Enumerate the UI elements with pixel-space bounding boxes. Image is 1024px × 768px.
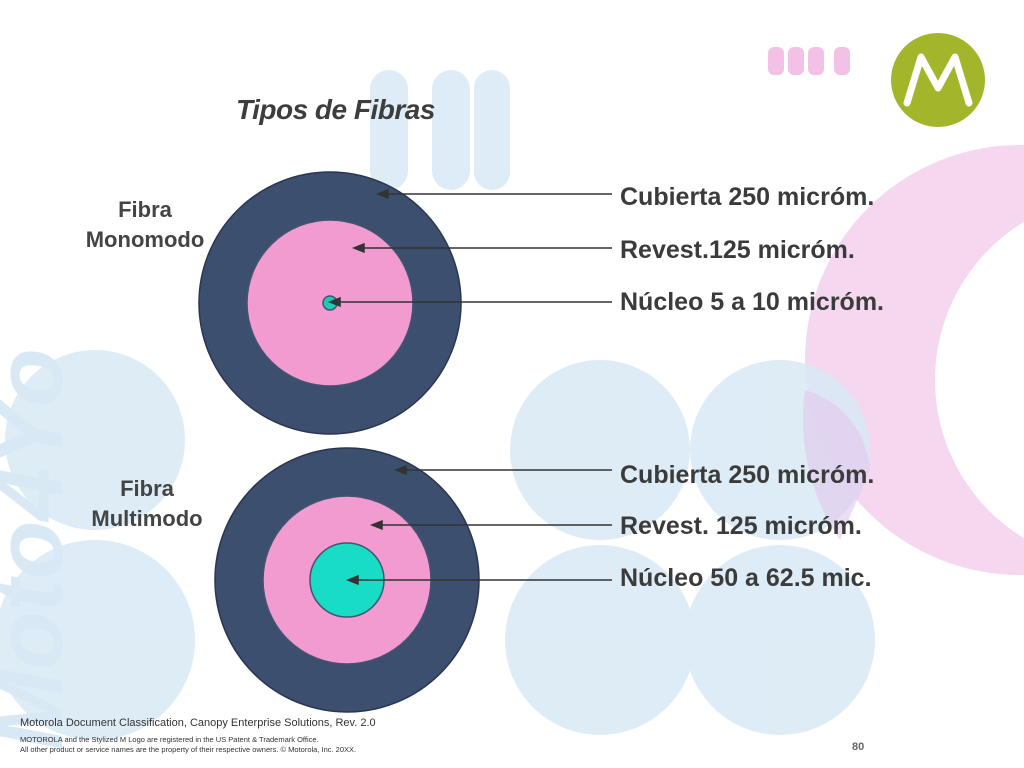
fiber-label-line1: Fibra xyxy=(118,197,172,222)
callout-monomodo-core: Núcleo 5 a 10 micróm. xyxy=(620,288,885,316)
fiber-label-line1: Fibra xyxy=(120,476,174,501)
deco-pink-arc-cut xyxy=(935,221,1024,539)
fiber-label-line2: Multimodo xyxy=(91,506,203,531)
fiber-label-multimodo: Fibra Multimodo xyxy=(72,474,222,534)
arrow-icon xyxy=(327,296,341,308)
motorola-m-logo-icon xyxy=(891,33,985,127)
logo-m-glyph xyxy=(903,53,973,107)
slide-title: Tipos de Fibras xyxy=(236,94,435,125)
callout-monomodo-cladding: Revest.125 micróm. xyxy=(620,236,855,264)
arrow-icon xyxy=(375,188,389,200)
callout-monomodo-jacket: Cubierta 250 micróm. xyxy=(620,183,875,211)
callout-multimodo-core: Núcleo 50 a 62.5 mic. xyxy=(620,564,872,592)
arrow-icon xyxy=(345,574,359,586)
arrow-icon xyxy=(351,242,365,254)
arrow-icon xyxy=(393,464,407,476)
leader-lines xyxy=(327,188,612,586)
callout-multimodo-jacket: Cubierta 250 micróm. xyxy=(620,461,875,489)
page-number: 80 xyxy=(852,741,865,753)
fiber-label-line2: Monomodo xyxy=(85,227,205,252)
fiber-monomodo-cross-section xyxy=(198,171,462,435)
arrow-icon xyxy=(369,519,383,531)
footer-legal-line2: All other product or service names are t… xyxy=(20,745,357,754)
deco-blue-top xyxy=(370,70,510,190)
deco-overlap xyxy=(802,390,870,540)
footer-legal-line1: MOTOROLA and the Stylized M Logo are reg… xyxy=(20,735,319,744)
footer-classification: Motorola Document Classification, Canopy… xyxy=(20,717,376,729)
callout-multimodo-cladding: Revest. 125 micróm. xyxy=(620,512,862,540)
deco-pink-888 xyxy=(768,47,850,75)
fiber-label-monomodo: Fibra Monomodo xyxy=(70,195,220,255)
